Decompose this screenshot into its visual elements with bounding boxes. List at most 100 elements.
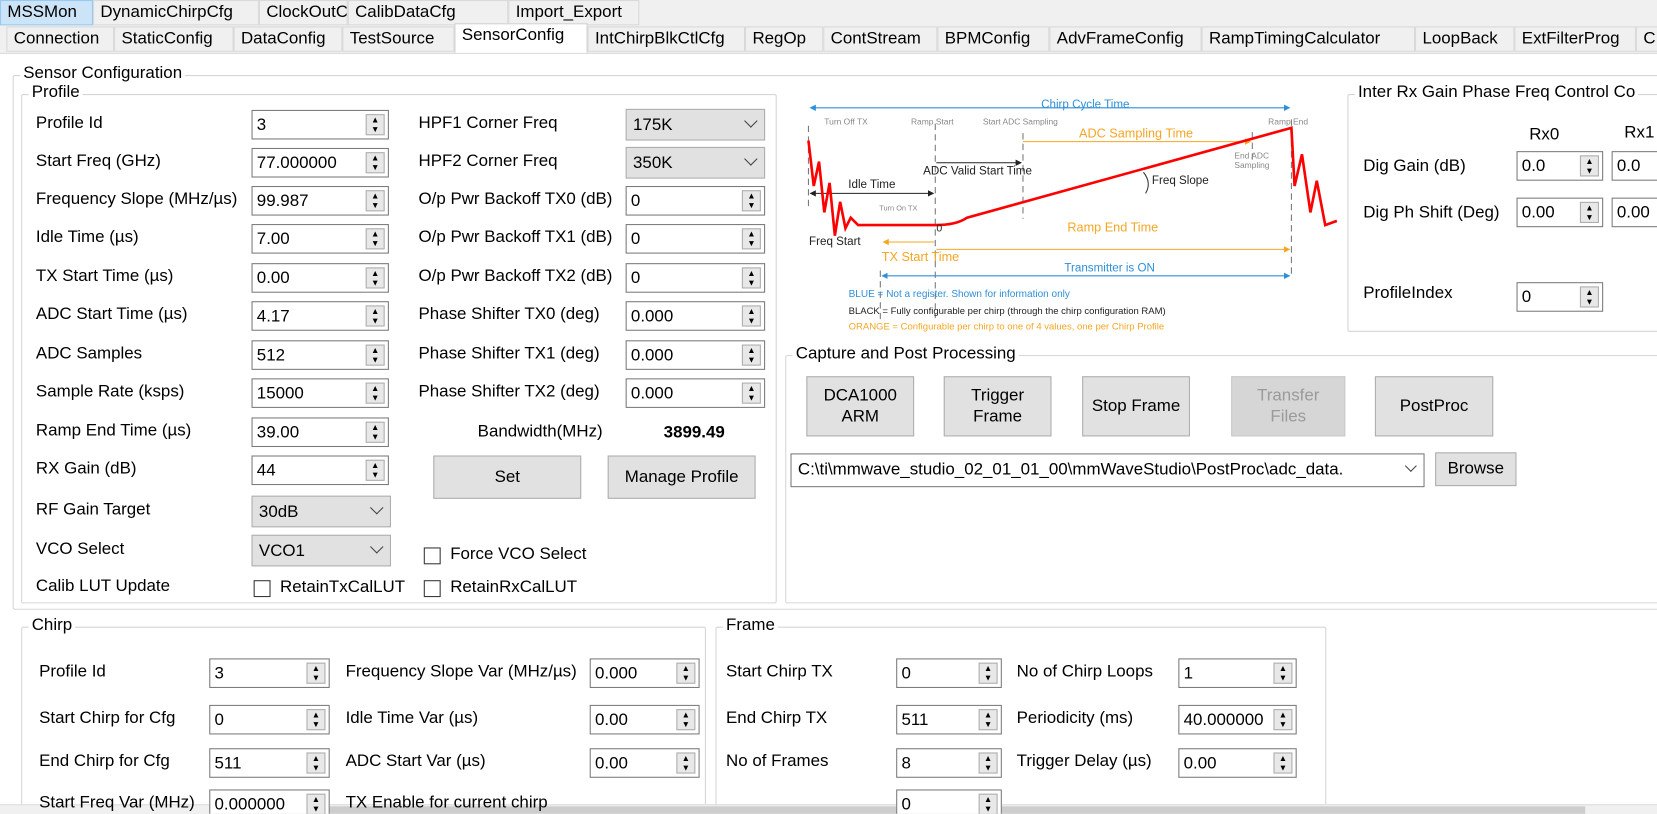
rx-gain-db-input[interactable]: 44 ▲ ▼ — [251, 455, 389, 486]
spinner-arrows-icon[interactable]: ▲ ▼ — [306, 662, 326, 684]
dig-ph-shift-rx1-input[interactable]: 0.00▲▼ — [1611, 197, 1657, 228]
tab-bpmconfig[interactable]: BPMConfig — [937, 26, 1050, 52]
postproc-button[interactable]: PostProc — [1374, 376, 1494, 437]
trigger-frame-button[interactable]: Trigger Frame — [943, 376, 1052, 437]
sample-rate-ksps-input[interactable]: 15000 ▲ ▼ — [251, 378, 389, 408]
spinner-arrows-icon[interactable]: ▲ ▼ — [365, 228, 385, 250]
ramp-end-time-s-input[interactable]: 39.00 ▲ ▼ — [251, 417, 389, 448]
start-freq-ghz-input[interactable]: 77.000000 ▲ ▼ — [251, 147, 389, 178]
phase-shifter-tx0-deg-input[interactable]: 0.000 ▲ ▼ — [625, 301, 766, 331]
spinner-arrows-icon[interactable]: ▲ ▼ — [306, 752, 326, 774]
spinner-arrows-icon[interactable]: ▲ ▼ — [978, 662, 998, 684]
spinner-arrows-icon[interactable]: ▲ ▼ — [676, 752, 696, 774]
chirp-field-input[interactable]: 511 ▲ ▼ — [209, 748, 330, 778]
spinner-arrows-icon[interactable]: ▲ ▼ — [741, 228, 761, 250]
spinner-arrows-icon[interactable]: ▲ ▼ — [365, 190, 385, 212]
o-p-pwr-backoff-tx2-db-input[interactable]: 0 ▲ ▼ — [625, 263, 766, 293]
tx-start-time-s-input[interactable]: 0.00 ▲ ▼ — [251, 263, 389, 293]
profile-index-input[interactable]: 0 ▲ ▼ — [1516, 282, 1604, 312]
force-vco-select-checkbox[interactable] — [423, 547, 441, 565]
tab-import_export[interactable]: Import_Export — [508, 0, 640, 26]
phase-shifter-tx2-deg-input[interactable]: 0.000 ▲ ▼ — [625, 378, 766, 408]
spinner-arrows-icon[interactable]: ▲ ▼ — [1273, 709, 1293, 731]
spinner-arrows-icon[interactable]: ▲ ▼ — [978, 709, 998, 731]
profile-id-input[interactable]: 3 ▲ ▼ — [251, 109, 389, 140]
chirp-var-input[interactable]: 0.00 ▲ ▼ — [589, 748, 700, 778]
frame-field-input[interactable]: 8 ▲ ▼ — [896, 748, 1002, 778]
chirp-field-input[interactable]: 0.000000 ▲ ▼ — [209, 789, 330, 814]
chirp-var-input[interactable]: 0.00 ▲ ▼ — [589, 704, 700, 735]
frame-field-input[interactable]: 0 ▲ ▼ — [896, 658, 1002, 688]
spinner-arrows-icon[interactable]: ▲ ▼ — [741, 344, 761, 366]
spinner-arrows-icon[interactable]: ▲ ▼ — [365, 344, 385, 366]
tab-contstream[interactable]: ContStream — [823, 26, 938, 52]
hpf2-corner-freq-select[interactable]: 350K — [625, 146, 766, 179]
browse-button[interactable]: Browse — [1435, 452, 1517, 487]
spinner-arrows-icon[interactable]: ▲ ▼ — [1579, 201, 1599, 223]
adc-samples-input[interactable]: 512 ▲ ▼ — [251, 340, 389, 370]
tab-regop[interactable]: RegOp — [745, 26, 824, 52]
dig-gain-rx0-input[interactable]: 0.0 ▲ ▼ — [1516, 151, 1604, 181]
retain-rx-cal-lut-checkbox[interactable] — [423, 580, 441, 598]
frequency-slope-mhz-s-input[interactable]: 99.987 ▲ ▼ — [251, 185, 389, 216]
spinner-arrows-icon[interactable]: ▲ ▼ — [365, 152, 385, 174]
idle-time-s-input[interactable]: 7.00 ▲ ▼ — [251, 224, 389, 254]
spinner-arrows-icon[interactable]: ▲ ▼ — [365, 305, 385, 327]
vco-select-select[interactable]: VCO1 — [251, 534, 392, 567]
spinner-arrows-icon[interactable]: ▲ ▼ — [365, 114, 385, 136]
retain-tx-cal-lut-checkbox[interactable] — [253, 580, 271, 598]
adc-data-path-combobox[interactable]: C:\ti\mmwave_studio_02_01_01_00\mmWaveSt… — [790, 453, 1425, 488]
spinner-arrows-icon[interactable]: ▲ ▼ — [1273, 662, 1293, 684]
frame-field-input[interactable]: 511 ▲ ▼ — [896, 704, 1002, 735]
tab-mssmon[interactable]: MSSMon — [0, 0, 93, 26]
chirp-var-input[interactable]: 0.000 ▲ ▼ — [589, 658, 700, 688]
phase-shifter-tx1-deg-input[interactable]: 0.000 ▲ ▼ — [625, 340, 766, 370]
tab-connection[interactable]: Connection — [6, 26, 115, 52]
dca1000-arm-button[interactable]: DCA1000 ARM — [806, 376, 915, 437]
spinner-arrows-icon[interactable]: ▲ ▼ — [741, 267, 761, 289]
spinner-arrows-icon[interactable]: ▲ ▼ — [978, 793, 998, 814]
tab-ramptimingcalculator[interactable]: RampTimingCalculator — [1201, 26, 1416, 52]
frame-field-input[interactable]: 0.00 ▲ ▼ — [1178, 748, 1297, 778]
tab-dataconfig[interactable]: DataConfig — [233, 26, 343, 52]
tab-c[interactable]: C — [1635, 26, 1657, 52]
chirp-field-input[interactable]: 3 ▲ ▼ — [209, 658, 330, 688]
tab-calibdatacfg[interactable]: CalibDataCfg — [347, 0, 509, 26]
spinner-arrows-icon[interactable]: ▲ ▼ — [676, 709, 696, 731]
stop-frame-button[interactable]: Stop Frame — [1082, 376, 1190, 437]
spinner-arrows-icon[interactable]: ▲ ▼ — [978, 752, 998, 774]
spinner-arrows-icon[interactable]: ▲ ▼ — [306, 709, 326, 731]
tab-extfilterprog[interactable]: ExtFilterProg — [1514, 26, 1636, 52]
set-button[interactable]: Set — [433, 455, 582, 499]
tab-advframeconfig[interactable]: AdvFrameConfig — [1049, 26, 1202, 52]
spinner-arrows-icon[interactable]: ▲ ▼ — [741, 382, 761, 404]
o-p-pwr-backoff-tx1-db-input[interactable]: 0 ▲ ▼ — [625, 224, 766, 254]
spinner-arrows-icon[interactable]: ▲ ▼ — [676, 662, 696, 684]
tab-dynamicchirpcfg[interactable]: DynamicChirpCfg — [92, 0, 259, 26]
chirp-field-input[interactable]: 0 ▲ ▼ — [209, 704, 330, 735]
frame-field-input[interactable]: 0 ▲ ▼ — [896, 789, 1002, 814]
spinner-arrows-icon[interactable]: ▲ ▼ — [306, 793, 326, 814]
frame-field-input[interactable]: 1 ▲ ▼ — [1178, 658, 1297, 688]
spinner-arrows-icon[interactable]: ▲ ▼ — [741, 305, 761, 327]
dig-ph-shift-rx0-input[interactable]: 0.00 ▲ ▼ — [1516, 197, 1604, 228]
tab-intchirpblkctlcfg[interactable]: IntChirpBlkCtlCfg — [587, 26, 746, 52]
spinner-arrows-icon[interactable]: ▲ ▼ — [365, 459, 385, 481]
tab-clockoutcfg[interactable]: ClockOutCfg — [258, 0, 348, 26]
hpf1-corner-freq-select[interactable]: 175K — [625, 108, 766, 141]
spinner-arrows-icon[interactable]: ▲ ▼ — [1273, 752, 1293, 774]
manage-profile-button[interactable]: Manage Profile — [607, 455, 756, 499]
spinner-arrows-icon[interactable]: ▲ ▼ — [365, 421, 385, 443]
spinner-arrows-icon[interactable]: ▲ ▼ — [741, 190, 761, 212]
spinner-arrows-icon[interactable]: ▲ ▼ — [1579, 155, 1599, 177]
tab-testsource[interactable]: TestSource — [342, 26, 455, 52]
tab-sensorconfig[interactable]: SensorConfig — [454, 23, 588, 53]
frame-field-input[interactable]: 40.000000 ▲ ▼ — [1178, 704, 1297, 735]
spinner-arrows-icon[interactable]: ▲ ▼ — [365, 267, 385, 289]
tab-staticconfig[interactable]: StaticConfig — [114, 26, 234, 52]
spinner-arrows-icon[interactable]: ▲ ▼ — [1579, 286, 1599, 308]
rf-gain-target-select[interactable]: 30dB — [251, 495, 392, 528]
dig-gain-rx1-input[interactable]: 0.0▲▼ — [1611, 151, 1657, 181]
tab-loopback[interactable]: LoopBack — [1415, 26, 1515, 52]
spinner-arrows-icon[interactable]: ▲ ▼ — [365, 382, 385, 404]
